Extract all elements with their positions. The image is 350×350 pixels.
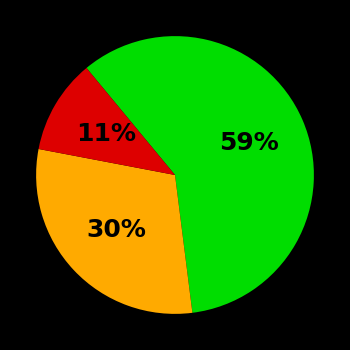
Wedge shape: [36, 149, 192, 314]
Wedge shape: [38, 68, 175, 175]
Text: 30%: 30%: [86, 218, 146, 242]
Text: 11%: 11%: [76, 122, 136, 146]
Text: 59%: 59%: [219, 131, 279, 155]
Wedge shape: [86, 36, 314, 313]
